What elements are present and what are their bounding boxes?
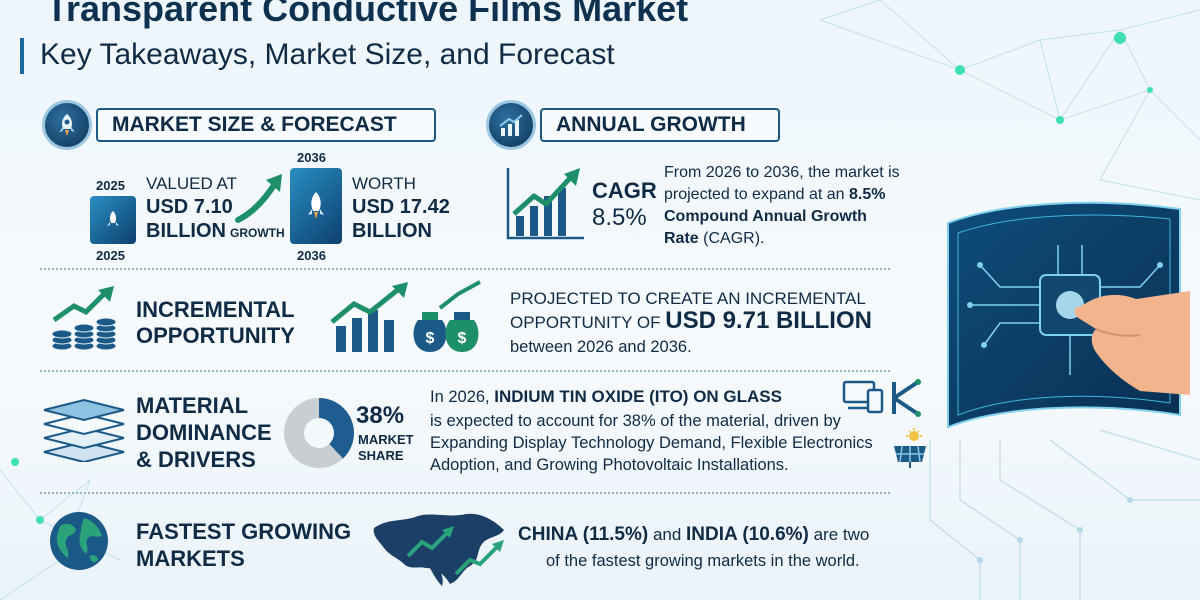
market-share-donut xyxy=(284,398,354,468)
valued-amount: USD 7.10 xyxy=(146,196,233,218)
coins-growth-icon xyxy=(51,286,117,351)
worth-unit: BILLION xyxy=(352,220,432,242)
worth-label: WORTH xyxy=(352,174,416,193)
year-end-top: 2036 xyxy=(297,150,326,165)
money-bags-growth-icon: $ $ xyxy=(330,280,481,352)
material-heading-line2: DOMINANCE xyxy=(136,420,272,445)
layers-icon xyxy=(43,398,125,462)
cagr-chart-icon xyxy=(506,168,584,240)
material-text-line3: Expanding Display Technology Demand, Fle… xyxy=(430,434,873,452)
divider xyxy=(40,268,890,270)
valued-label: VALUED AT xyxy=(146,174,238,193)
material-heading-line1: MATERIAL xyxy=(136,393,249,418)
incremental-heading-line2: OPPORTUNITY xyxy=(136,323,295,348)
valued-unit: BILLION xyxy=(146,220,226,242)
share-value: 38% xyxy=(356,402,405,429)
devices-icon xyxy=(842,380,884,414)
worth-amount: USD 17.42 xyxy=(352,196,450,218)
cagr-text-line3: Compound Annual Growth xyxy=(664,208,867,225)
cagr-value: 8.5% xyxy=(592,204,647,231)
material-text-line4: Adoption, and Growing Photovoltaic Insta… xyxy=(430,456,789,474)
title-accent-bar xyxy=(20,38,24,74)
incremental-text-line2: OPPORTUNITY OF USD 9.71 BILLION xyxy=(510,307,872,334)
cagr-label: CAGR xyxy=(592,178,657,203)
annual-growth-heading: ANNUAL GROWTH xyxy=(540,108,780,142)
year-end-bottom: 2036 xyxy=(297,248,326,263)
cube-2025-icon xyxy=(90,196,136,244)
growth-label: GROWTH xyxy=(230,226,285,240)
cube-2036-icon xyxy=(290,168,342,244)
divider xyxy=(40,492,890,494)
year-start-bottom: 2025 xyxy=(96,248,125,263)
svg-text:$: $ xyxy=(458,330,467,347)
share-label-line2: SHARE xyxy=(358,448,404,463)
page-title: Transparent Conductive Films Market xyxy=(46,0,689,29)
incremental-heading-line1: INCREMENTAL xyxy=(136,297,295,322)
share-label-line1: MARKET xyxy=(358,432,414,447)
fastest-text-line2: of the fastest growing markets in the wo… xyxy=(546,552,860,570)
incremental-text-line3: between 2026 and 2036. xyxy=(510,338,692,356)
market-size-heading: MARKET SIZE & FORECAST xyxy=(96,108,436,142)
svg-text:$: $ xyxy=(426,330,435,347)
fastest-heading-line2: MARKETS xyxy=(136,546,245,571)
material-text-line1: In 2026, INDIUM TIN OXIDE (ITO) ON GLASS xyxy=(430,387,782,406)
globe-icon xyxy=(50,512,108,570)
fastest-text-line1: CHINA (11.5%) and INDIA (10.6%) are two xyxy=(518,524,870,545)
year-start-top: 2025 xyxy=(96,178,125,193)
incremental-text-line1: PROJECTED TO CREATE AN INCREMENTAL xyxy=(510,289,866,308)
page-subtitle: Key Takeaways, Market Size, and Forecast xyxy=(40,38,615,71)
fastest-heading-line1: FASTEST GROWING xyxy=(136,519,352,544)
cagr-text-line2: projected to expand at an 8.5% xyxy=(664,186,886,203)
rocket-icon xyxy=(42,100,92,150)
cagr-text-line4: Rate (CAGR). xyxy=(664,230,765,247)
material-heading-line3: & DRIVERS xyxy=(136,447,256,472)
solar-panel-icon xyxy=(894,428,926,468)
cagr-text-line1: From 2026 to 2036, the market is xyxy=(664,164,900,181)
asia-map-icon xyxy=(373,513,504,586)
circuit-icon xyxy=(892,379,921,417)
growth-arrow-icon xyxy=(235,174,282,223)
touchscreen-tablet-illustration xyxy=(947,201,1190,429)
bar-chart-icon xyxy=(486,100,536,150)
material-text-line2: is expected to account for 38% of the ma… xyxy=(430,412,841,430)
divider xyxy=(40,370,890,372)
